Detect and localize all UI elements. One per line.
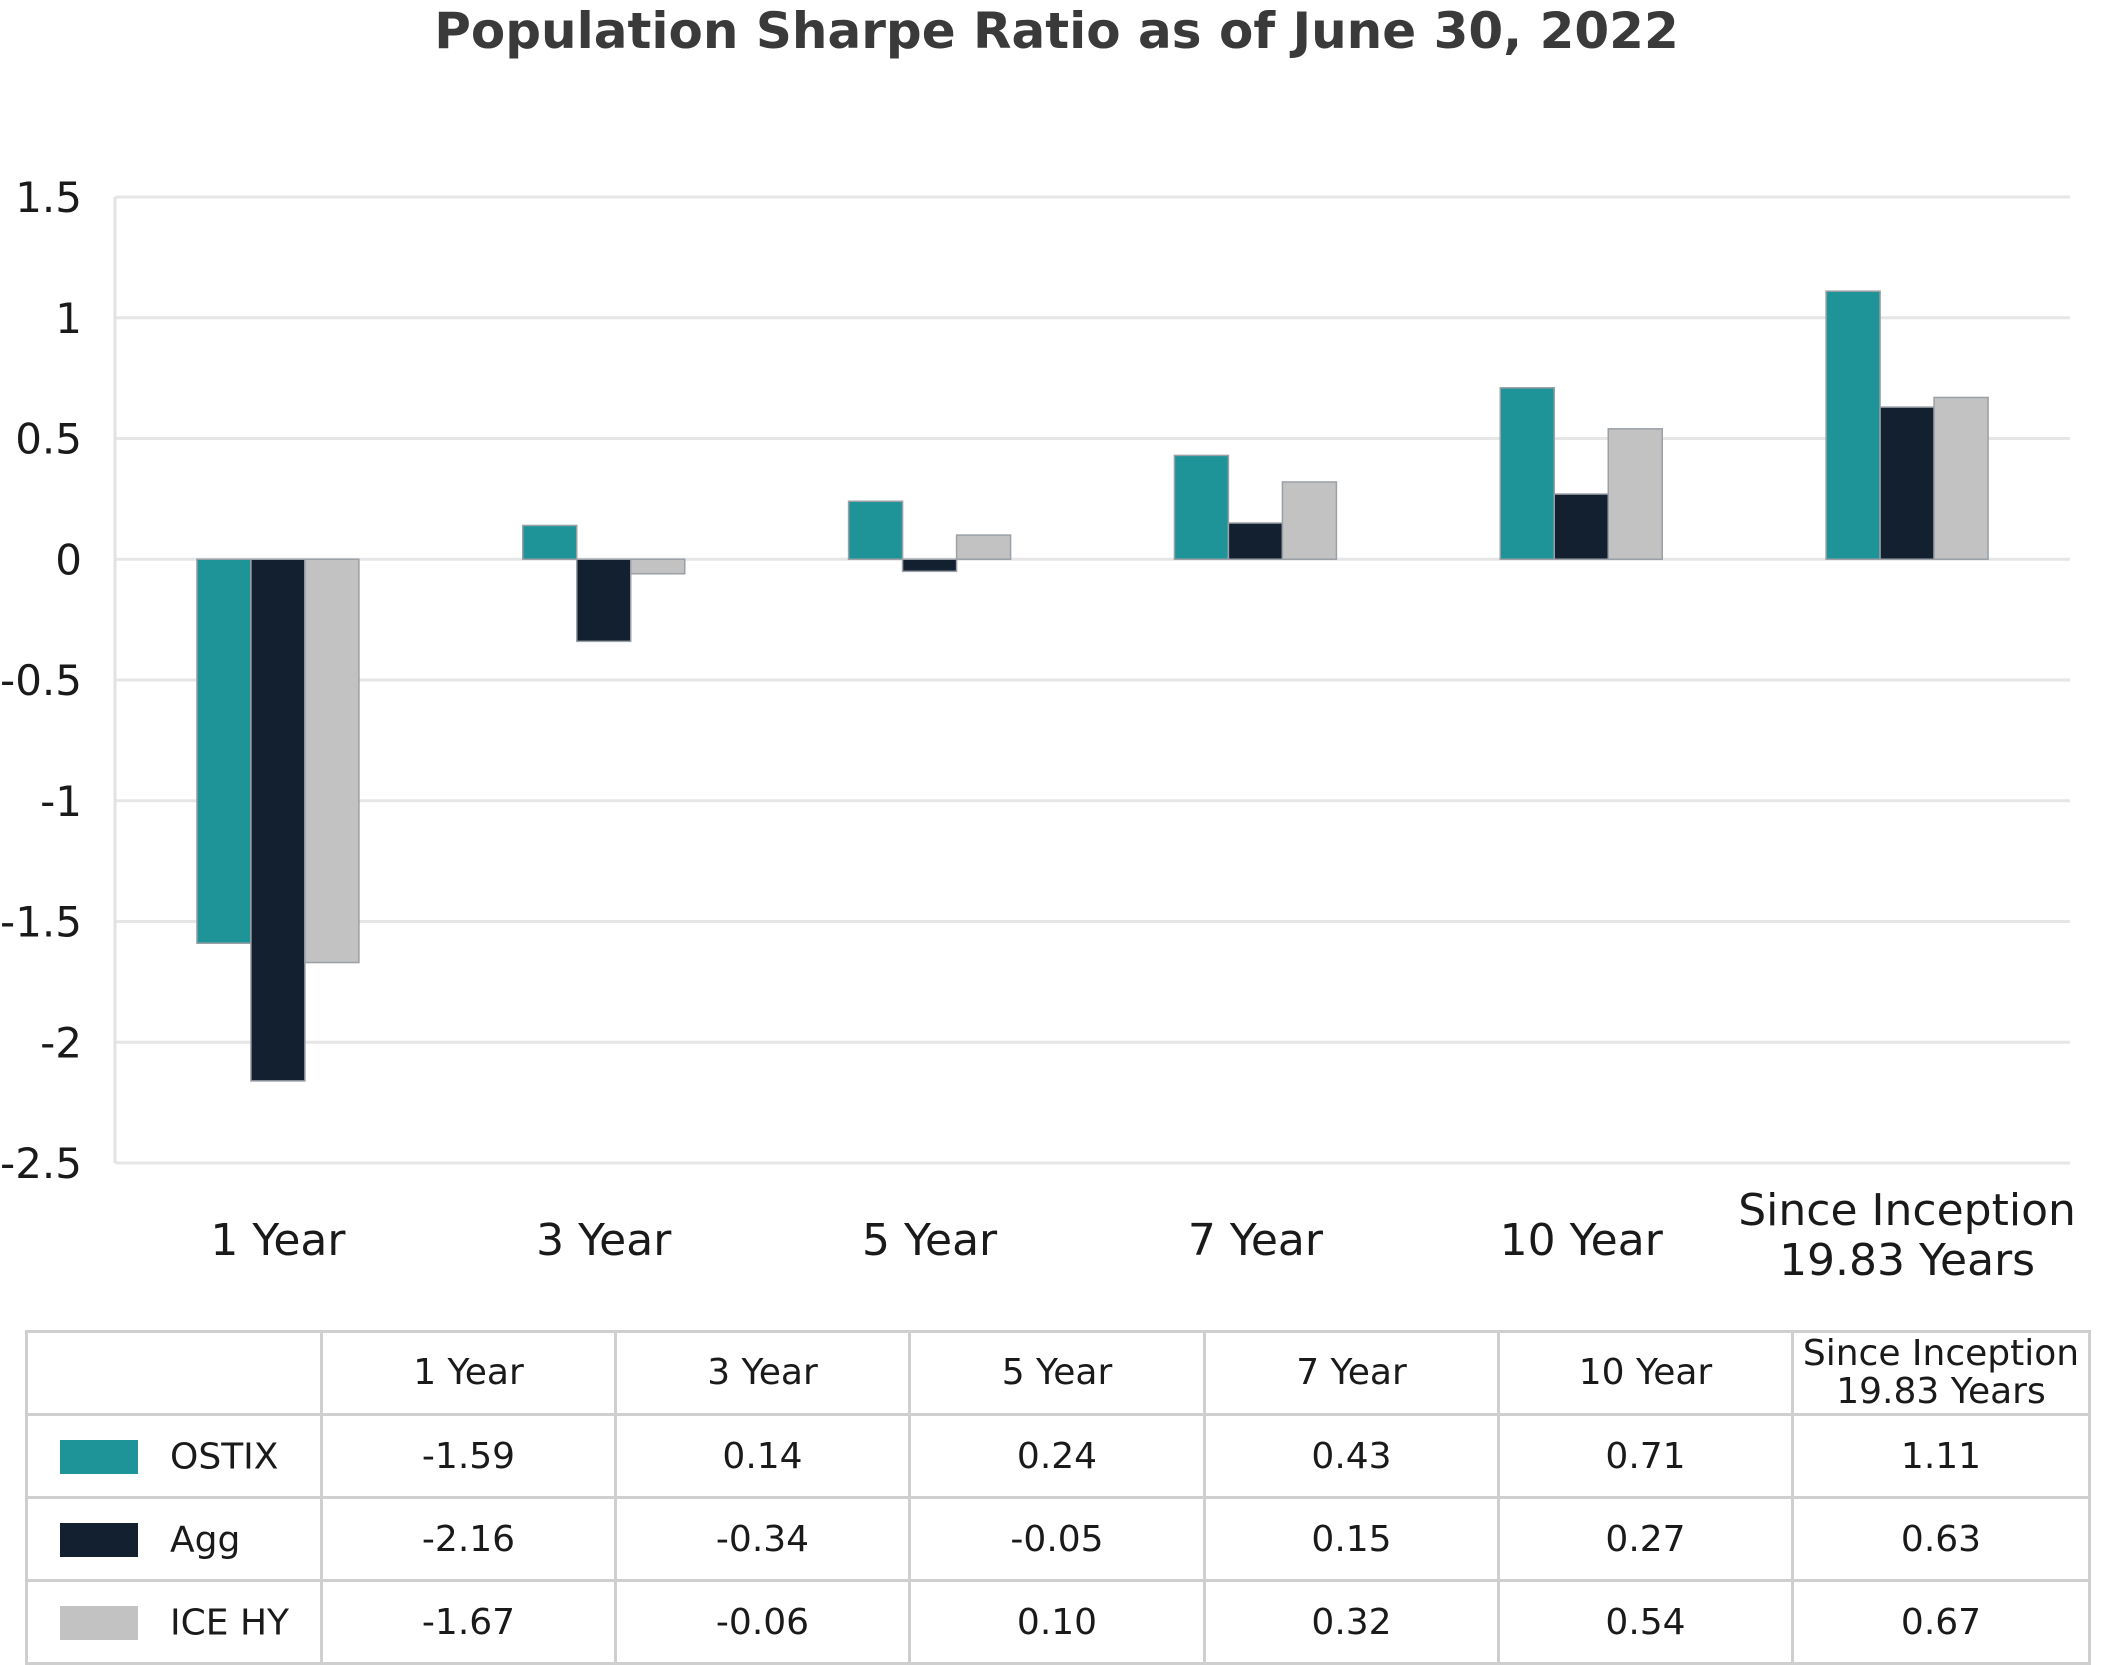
legend-label: OSTIX [170, 1436, 279, 1478]
table-header-cell: 1 Year [320, 1330, 617, 1416]
bar-ice-hy [1607, 428, 1663, 560]
gridlines [115, 195, 2070, 1165]
data-table: 1 Year 3 Year 5 Year 7 Year 10 Year Sinc… [25, 1330, 2091, 1665]
table-cell: 0.43 [1203, 1413, 1500, 1499]
legend-label: ICE HY [170, 1602, 290, 1644]
legend-cell-ostix: OSTIX [25, 1413, 323, 1499]
x-category-label: 19.83 Years [1779, 1235, 2035, 1286]
table-header-cell: 7 Year [1203, 1330, 1500, 1416]
legend-swatch-ostix [60, 1439, 138, 1474]
x-category-label: 7 Year [1188, 1215, 1324, 1266]
table-cell: -1.67 [320, 1579, 617, 1665]
bar-ice-hy [1281, 481, 1338, 560]
table-header-line: 19.83 Years [1836, 1371, 2046, 1412]
bar-agg [1879, 406, 1935, 561]
table-cell: -1.59 [320, 1413, 617, 1499]
bar-ice-hy [955, 534, 1012, 560]
legend-label: Agg [170, 1519, 241, 1561]
table-header-cell: Since Inception 19.83 Years [1791, 1330, 2091, 1416]
x-category-label: 3 Year [536, 1215, 672, 1266]
bar-ostix [1825, 290, 1881, 560]
table-header-row: 1 Year 3 Year 5 Year 7 Year 10 Year Sinc… [25, 1330, 2091, 1416]
x-category-label: Since Inception [1738, 1185, 2076, 1236]
y-tick-label: -1 [40, 777, 82, 826]
table-cell: 0.24 [908, 1413, 1206, 1499]
bar-ostix [522, 524, 578, 561]
table-cell: -0.05 [908, 1496, 1206, 1582]
bar-ostix [1499, 387, 1555, 560]
bar-ice-hy [304, 558, 360, 964]
table-cell: 0.67 [1791, 1579, 2091, 1665]
table-cell: 0.71 [1497, 1413, 1794, 1499]
table-cell: 0.10 [908, 1579, 1206, 1665]
table-row: ICE HY -1.67 -0.06 0.10 0.32 0.54 0.67 [25, 1579, 2091, 1665]
x-axis-labels: 1 Year 3 Year 5 Year 7 Year 10 Year Since Inc… [210, 1185, 2076, 1286]
legend-cell-ice-hy: ICE HY [25, 1579, 323, 1665]
y-tick-label: 0 [55, 535, 82, 584]
legend-swatch-ice-hy [60, 1605, 138, 1640]
bar-ostix [196, 558, 252, 944]
table-header-line: Since Inception [1802, 1333, 2080, 1374]
table-cell: 0.27 [1497, 1496, 1794, 1582]
legend-swatch-agg [60, 1522, 138, 1557]
x-category-label: 1 Year [210, 1215, 346, 1266]
y-tick-label: -2 [40, 1018, 82, 1067]
y-axis: 1.5 1 0.5 0 -0.5 -1 -1.5 -2 -2.5 [0, 173, 117, 1188]
bar-agg [576, 558, 632, 643]
table-cell: 0.54 [1497, 1579, 1794, 1665]
table-row: OSTIX -1.59 0.14 0.24 0.43 0.71 1.11 [25, 1413, 2091, 1499]
x-category-label: 10 Year [1500, 1215, 1664, 1266]
table-cell: 1.11 [1791, 1413, 2091, 1499]
bar-agg [1553, 493, 1609, 561]
bar-agg [1227, 522, 1284, 561]
y-tick-label: 1 [55, 294, 82, 343]
table-row: Agg -2.16 -0.34 -0.05 0.15 0.27 0.63 [25, 1496, 2091, 1582]
bar-agg [901, 558, 958, 573]
table-cell: -0.34 [614, 1496, 911, 1582]
table-header-cell: 5 Year [908, 1330, 1206, 1416]
bar-ostix [847, 500, 904, 561]
table-corner-cell [25, 1330, 323, 1416]
bars [196, 290, 1989, 1082]
x-category-label: 5 Year [862, 1215, 998, 1266]
bar-agg [250, 558, 306, 1082]
table-cell: -2.16 [320, 1496, 617, 1582]
y-tick-label: -2.5 [0, 1139, 82, 1188]
bar-chart: 1.5 1 0.5 0 -0.5 -1 -1.5 -2 -2.5 1 Year 3 Year 5 Y… [0, 173, 2076, 1286]
table-header-cell: 3 Year [614, 1330, 911, 1416]
y-tick-label: 1.5 [15, 173, 82, 222]
bar-ice-hy [630, 558, 686, 575]
legend-cell-agg: Agg [25, 1496, 323, 1582]
bar-ice-hy [1933, 396, 1989, 560]
y-tick-label: 0.5 [15, 415, 82, 464]
table-header-cell: 10 Year [1497, 1330, 1794, 1416]
table-cell: -0.06 [614, 1579, 911, 1665]
bar-ostix [1173, 454, 1230, 560]
table-cell: 0.32 [1203, 1579, 1500, 1665]
table-cell: 0.15 [1203, 1496, 1500, 1582]
table-cell: 0.63 [1791, 1496, 2091, 1582]
y-tick-label: -0.5 [0, 656, 82, 705]
table-cell: 0.14 [614, 1413, 911, 1499]
chart-title: Population Sharpe Ratio as of June 30, 2… [434, 2, 1679, 60]
y-tick-label: -1.5 [0, 898, 82, 947]
